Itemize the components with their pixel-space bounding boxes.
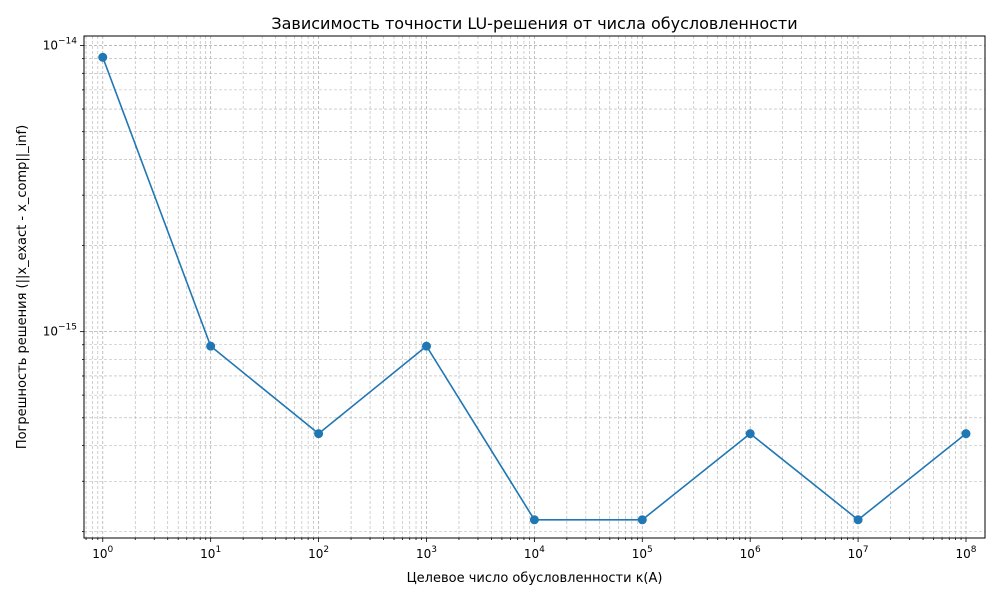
- y-axis-label: Погрешность решения (||x_exact - x_comp|…: [15, 125, 30, 449]
- x-tick-label: 102: [308, 545, 329, 561]
- data-point: [961, 429, 971, 439]
- data-point: [314, 429, 324, 439]
- data-point: [745, 429, 755, 439]
- x-tick-label: 105: [632, 545, 653, 561]
- x-tick-label: 104: [524, 545, 545, 561]
- series-layer: [98, 52, 971, 525]
- x-tick-label: 108: [955, 545, 976, 561]
- chart-title: Зависимость точности LU-решения от числа…: [271, 14, 797, 33]
- data-point: [206, 341, 216, 351]
- x-tick-label: 100: [92, 545, 113, 561]
- ticks-layer: 100 101 102 103 104 105 106 107 108 10−15 10−14: [43, 37, 977, 561]
- x-tick-label: 106: [740, 545, 761, 561]
- x-tick-label: 103: [416, 545, 437, 561]
- grid-layer: [84, 36, 985, 538]
- x-tick-label: 101: [200, 545, 221, 561]
- y-tick-label: 10−14: [43, 37, 78, 53]
- data-point: [637, 515, 647, 525]
- data-point: [98, 52, 108, 62]
- y-tick-label: 10−15: [43, 323, 77, 339]
- data-point: [529, 515, 539, 525]
- x-tick-label: 107: [848, 545, 869, 561]
- data-point: [853, 515, 863, 525]
- data-point: [421, 341, 431, 351]
- x-axis-label: Целевое число обусловленности κ(A): [407, 571, 663, 586]
